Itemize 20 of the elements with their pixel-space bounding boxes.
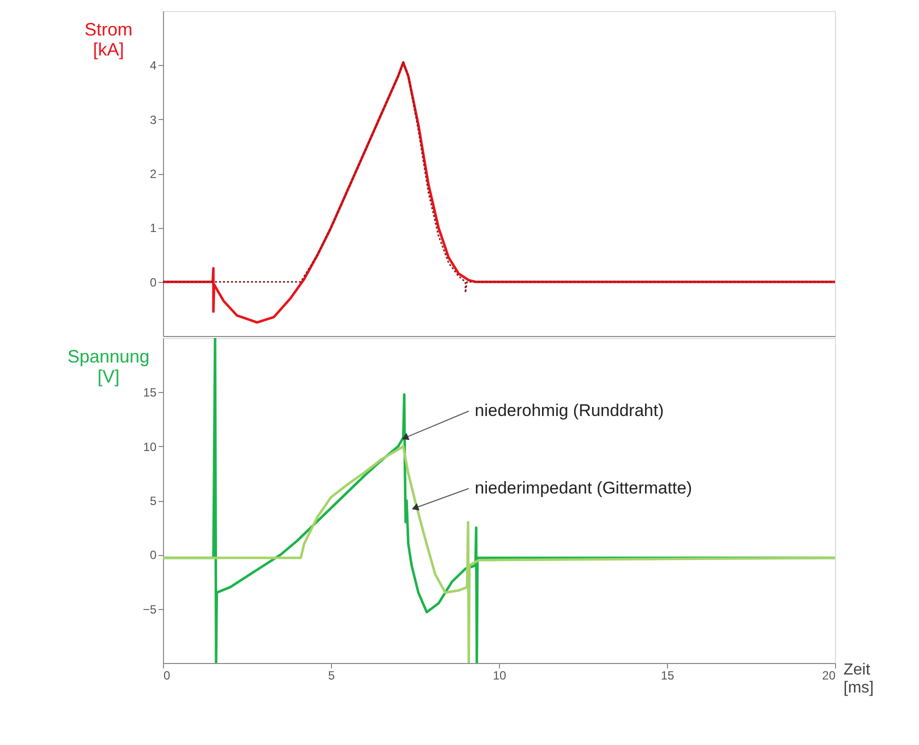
y-tick-label: −5	[142, 602, 157, 616]
x-axis-title: Zeit [ms]	[844, 662, 874, 696]
x-tick-label: 0	[164, 668, 170, 682]
y-tick-label: 3	[150, 112, 157, 127]
y-tick-label: 5	[150, 494, 157, 508]
y-tick-label: 15	[143, 386, 157, 400]
series-label: niederimpedant (Gittermatte)	[474, 478, 692, 498]
x-tick-label: 5	[328, 668, 336, 682]
y-axis-title: Spannung [V]	[67, 346, 150, 386]
x-tick-label: 15	[660, 668, 674, 682]
y-axis-title: Strom [kA]	[84, 20, 133, 60]
x-tick-label: 20	[822, 668, 836, 682]
y-tick-label: 10	[143, 440, 157, 454]
text: niederohmig (Runddraht)	[474, 401, 664, 420]
y-tick-label: 0	[150, 275, 157, 290]
y-tick-label: 0	[150, 548, 157, 562]
y-tick-label: 2	[150, 167, 157, 181]
y-tick-label: 4	[150, 58, 157, 73]
x-tick-label: 10	[492, 668, 506, 682]
y-tick-label: 1	[150, 221, 157, 236]
